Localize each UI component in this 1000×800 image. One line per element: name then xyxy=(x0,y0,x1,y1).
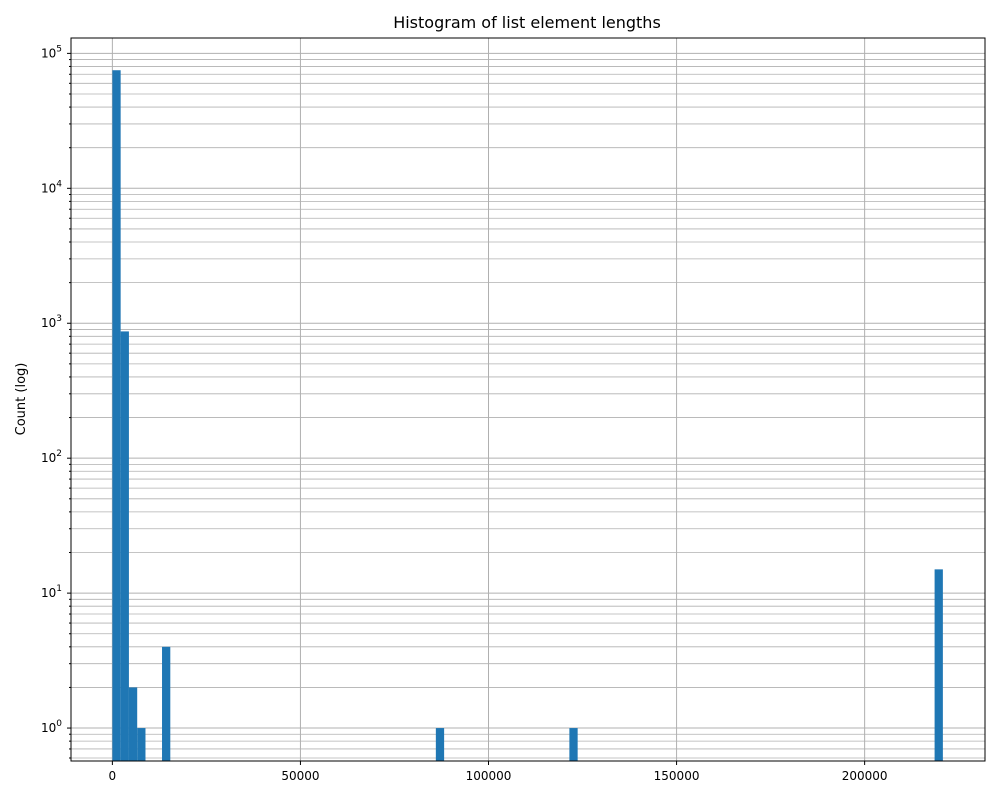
x-tick-label: 100000 xyxy=(466,769,512,783)
histogram-bar xyxy=(569,728,578,761)
y-tick-label: 101 xyxy=(41,584,62,600)
chart-title: Histogram of list element lengths xyxy=(393,13,661,32)
histogram-bar xyxy=(112,70,121,762)
x-tick-label: 50000 xyxy=(281,769,319,783)
y-tick-label: 102 xyxy=(41,449,62,465)
histogram-bar xyxy=(128,687,138,761)
histogram-bar xyxy=(435,728,445,761)
y-axis-label: Count (log) xyxy=(14,363,29,436)
y-tick-label: 105 xyxy=(41,44,62,60)
bars xyxy=(112,70,943,762)
y-tick-label: 103 xyxy=(41,314,62,330)
grid-lines xyxy=(71,38,985,761)
histogram-bar xyxy=(137,728,146,761)
histogram-bar xyxy=(162,646,171,761)
histogram-bar xyxy=(934,569,943,761)
y-tick-label: 100 xyxy=(41,719,62,735)
x-tick-label: 150000 xyxy=(654,769,700,783)
y-tick-label: 104 xyxy=(41,179,62,195)
plot-frame xyxy=(70,37,986,762)
axis-ticks: 0 50000 100000 150000 200000 100 101 102 103 104 1… xyxy=(41,44,888,783)
x-tick-label: 0 xyxy=(109,769,117,783)
x-tick-label: 200000 xyxy=(842,769,888,783)
histogram-bar xyxy=(120,331,129,761)
